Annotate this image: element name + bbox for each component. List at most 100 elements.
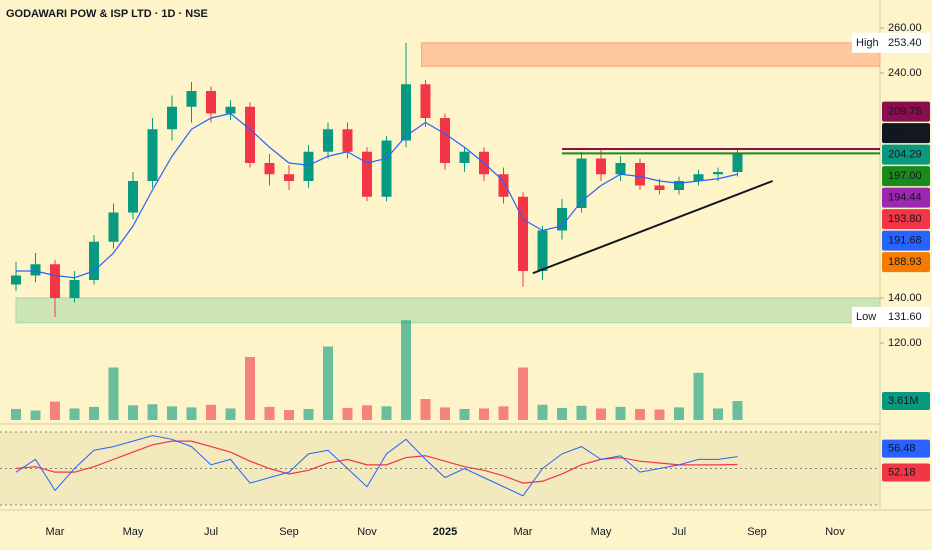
price-label: 206.20 (888, 127, 922, 139)
price-label-box (882, 144, 930, 165)
candle-body (225, 106, 236, 114)
volume-bar (11, 408, 21, 420)
volume-bar (89, 406, 99, 420)
volume-bar (147, 404, 158, 420)
price-label-box (882, 252, 930, 273)
candle-body (654, 185, 665, 190)
price-label: 194.44 (888, 192, 922, 204)
x-tick-label: Mar (514, 526, 533, 538)
rsi-value-box (882, 439, 930, 458)
x-tick-label: Nov (825, 526, 845, 538)
volume-bar (264, 406, 275, 420)
x-tick-label: Jul (204, 526, 218, 538)
volume-bar (654, 409, 665, 420)
candle-body (167, 106, 177, 130)
price-label: 131.60 (888, 311, 922, 323)
x-tick-label: Jul (672, 526, 686, 538)
volume-bar (225, 408, 236, 420)
volume-value-box (882, 392, 930, 410)
volume-bar (30, 410, 41, 420)
candle-body (420, 84, 431, 118)
candle-body (401, 84, 411, 141)
candle-body (303, 151, 314, 181)
price-label: 193.80 (888, 213, 922, 225)
volume-bar (732, 401, 743, 420)
volume-bar (167, 406, 177, 420)
candle-body (30, 264, 41, 276)
x-tick-label: May (591, 526, 612, 538)
zone (421, 42, 881, 67)
chart-title: GODAWARI POW & ISP LTD · 1D · NSE (6, 8, 208, 20)
volume-bar (440, 407, 450, 420)
x-tick-label: Mar (46, 526, 65, 538)
rsi-line (15, 435, 738, 497)
volume-bar (401, 320, 411, 420)
price-label: 204.29 (888, 149, 922, 161)
candle-body (674, 181, 684, 190)
volume-bar (420, 399, 431, 420)
volume-bar (693, 372, 704, 420)
candle-body (596, 158, 606, 175)
volume-bar (518, 367, 528, 420)
x-tick-label: May (123, 526, 144, 538)
moving-average (16, 112, 738, 279)
candle-body (284, 174, 294, 181)
candle-body (50, 264, 60, 298)
rsi-value-label: 52.18 (888, 466, 916, 478)
volume-bar (186, 407, 197, 420)
volume-bar (576, 405, 587, 420)
candle-body (69, 280, 80, 298)
candle-body (323, 129, 333, 152)
volume-bar (635, 408, 645, 420)
price-label-box (882, 32, 930, 53)
candle-body (362, 151, 372, 197)
candle-body (537, 230, 548, 271)
price-label: 197.00 (888, 170, 922, 182)
rsi-value-label: 56.48 (888, 443, 916, 455)
volume-bar (557, 407, 567, 420)
volume-bar (206, 404, 216, 420)
y-tick-label: 140.00 (888, 292, 922, 304)
price-label-box (882, 230, 930, 251)
y-tick-label: 240.00 (888, 67, 922, 79)
candle-body (147, 129, 158, 181)
candle-body (89, 241, 99, 280)
candle-body (264, 163, 275, 175)
volume-bar (479, 408, 489, 420)
volume-bar (381, 406, 392, 420)
volume-bar (50, 401, 60, 420)
volume-bar (459, 408, 470, 420)
price-label-box (882, 209, 930, 230)
candle-body (381, 140, 392, 197)
rsi-value-box (882, 463, 930, 482)
price-label: 191.68 (888, 235, 922, 247)
candle-body (615, 163, 626, 175)
candle-body (128, 181, 138, 213)
price-label-box (882, 123, 930, 144)
price-label: 188.93 (888, 256, 922, 268)
price-label-box (882, 306, 930, 327)
candle-body (557, 208, 567, 231)
candle-body (713, 172, 723, 175)
volume-bar (498, 406, 509, 420)
candle-body (440, 118, 450, 163)
candle-body (108, 212, 119, 242)
volume-bar (303, 408, 314, 420)
price-tag-box (852, 306, 882, 327)
candle-body (518, 196, 528, 271)
volume-bar (108, 367, 119, 420)
candle-body (245, 106, 255, 163)
price-label: 253.40 (888, 37, 922, 49)
x-tick-label: Sep (279, 526, 299, 538)
candle-body (459, 151, 470, 163)
volume-bar (537, 404, 548, 420)
volume-bar (713, 408, 723, 420)
candle-body (186, 91, 197, 107)
volume-bar (674, 407, 684, 420)
volume-bar (245, 357, 255, 420)
rsi-ma (15, 440, 738, 484)
volume-value-label: 3.61M (888, 395, 919, 407)
volume-bar (342, 407, 353, 420)
candle-body (576, 158, 587, 208)
